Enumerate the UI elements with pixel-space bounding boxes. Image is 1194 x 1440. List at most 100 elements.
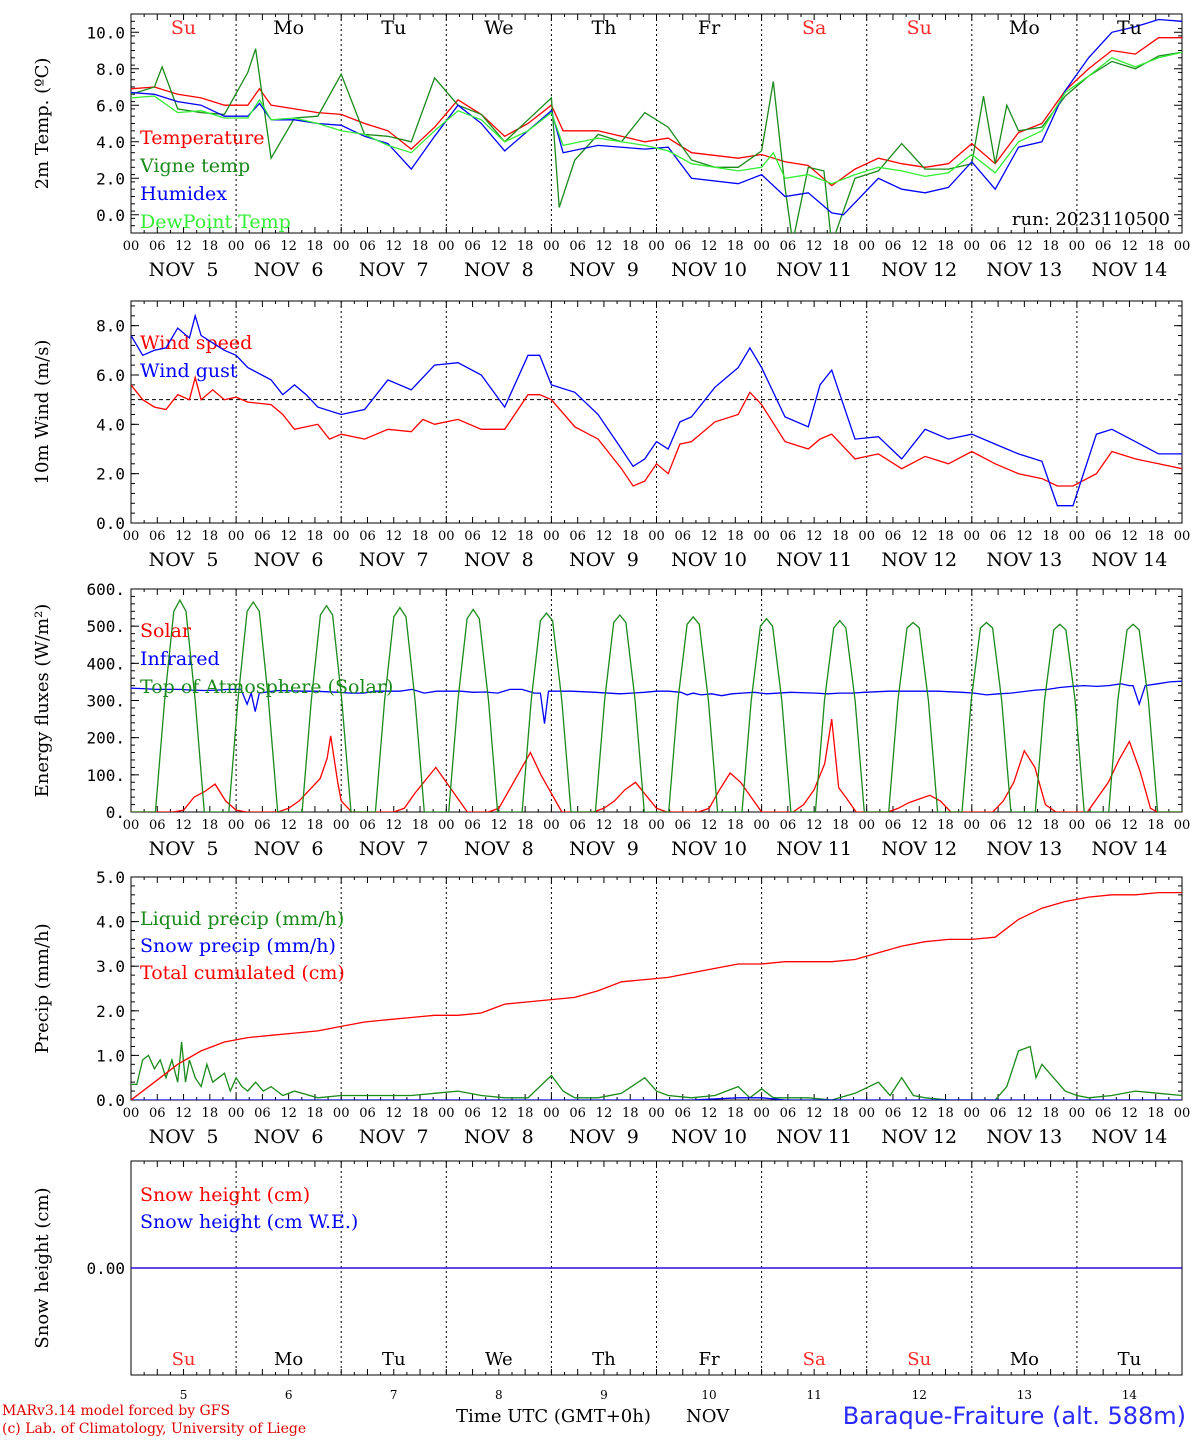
hour-tick-label: 00 xyxy=(1174,818,1191,833)
hour-tick-label: 00 xyxy=(123,529,140,544)
hour-tick-label: 06 xyxy=(1095,818,1112,833)
hour-tick-label: 06 xyxy=(254,1106,271,1121)
hour-tick-label: 18 xyxy=(412,529,429,544)
hour-tick-label: 06 xyxy=(569,818,586,833)
hour-tick-label: 18 xyxy=(307,239,324,254)
hour-tick-label: 00 xyxy=(964,239,981,254)
hour-tick-label: 06 xyxy=(1095,529,1112,544)
hour-tick-label: 18 xyxy=(202,1106,219,1121)
hour-tick-label: 06 xyxy=(464,529,481,544)
date-label: NOV 7 xyxy=(359,259,429,281)
date-label: NOV 13 xyxy=(986,1126,1062,1148)
hour-tick-label: 18 xyxy=(1042,529,1059,544)
series-line-1 xyxy=(131,1041,1182,1100)
hour-tick-label: 18 xyxy=(832,818,849,833)
hour-tick-label: 18 xyxy=(727,818,744,833)
hour-tick-label: 18 xyxy=(307,818,324,833)
hour-tick-label: 00 xyxy=(858,239,875,254)
legend-entry: Wind speed xyxy=(140,332,252,354)
hour-tick-label: 00 xyxy=(333,239,350,254)
series-line-3 xyxy=(131,598,1182,812)
hour-tick-label: 00 xyxy=(964,1106,981,1121)
run-annotation: run: 2023110500 xyxy=(1012,209,1170,230)
date-label: NOV 6 xyxy=(254,549,324,571)
day-number-label: 12 xyxy=(912,1388,927,1402)
day-abbr-label: Su xyxy=(171,17,196,39)
day-abbr-label: Tu xyxy=(1117,17,1142,39)
hour-tick-label: 18 xyxy=(412,239,429,254)
hour-tick-label: 18 xyxy=(937,818,954,833)
hour-tick-label: 00 xyxy=(228,1106,245,1121)
day-abbr-label: Sa xyxy=(803,1349,826,1370)
hour-tick-label: 00 xyxy=(753,1106,770,1121)
date-label: NOV 7 xyxy=(359,838,429,860)
hour-tick-label: 12 xyxy=(280,529,297,544)
y-tick-label: 0. xyxy=(106,803,125,822)
hour-tick-label: 06 xyxy=(359,529,376,544)
y-tick-label: 2.0 xyxy=(96,465,125,484)
date-label: NOV 10 xyxy=(671,838,747,860)
hour-tick-label: 06 xyxy=(780,818,797,833)
hour-tick-label: 06 xyxy=(254,529,271,544)
hour-tick-label: 12 xyxy=(806,239,823,254)
hour-tick-label: 18 xyxy=(622,529,639,544)
date-label: NOV 8 xyxy=(464,1126,534,1148)
hour-tick-label: 06 xyxy=(885,818,902,833)
y-tick-label: 400. xyxy=(86,654,125,673)
hour-tick-label: 00 xyxy=(1174,1106,1191,1121)
hour-tick-label: 00 xyxy=(228,239,245,254)
panel-4: 0.0 1.0 2.0 3.0 4.0 5.0 Precip (mm/h) Liquid pr… xyxy=(32,868,1190,1148)
y-tick-label: 10.0 xyxy=(86,23,125,42)
hour-tick-label: 00 xyxy=(858,529,875,544)
day-number-label: 9 xyxy=(600,1388,608,1402)
legend-entry: Snow precip (mm/h) xyxy=(140,935,336,957)
date-label: NOV 13 xyxy=(986,549,1062,571)
day-abbr-label: Mo xyxy=(1010,1349,1039,1370)
hour-tick-label: 06 xyxy=(675,818,692,833)
panel-1: 0.0 2.0 4.0 6.0 8.0 10.0 2m Temp. (ºC) Temperat… xyxy=(32,13,1190,281)
date-label: NOV 6 xyxy=(254,1126,324,1148)
hour-tick-label: 00 xyxy=(964,529,981,544)
hour-tick-label: 12 xyxy=(1016,1106,1033,1121)
hour-tick-label: 18 xyxy=(1147,529,1164,544)
hour-tick-label: 18 xyxy=(1147,239,1164,254)
hour-tick-label: 18 xyxy=(307,1106,324,1121)
date-label: NOV 5 xyxy=(149,838,219,860)
hour-tick-label: 06 xyxy=(1095,239,1112,254)
hour-tick-label: 00 xyxy=(753,239,770,254)
hour-tick-label: 12 xyxy=(1016,818,1033,833)
hour-tick-label: 06 xyxy=(359,818,376,833)
date-label: NOV 10 xyxy=(671,1126,747,1148)
hour-tick-label: 12 xyxy=(385,1106,402,1121)
station-title: Baraque-Fraiture (alt. 588m) xyxy=(842,1402,1186,1430)
hour-tick-label: 18 xyxy=(937,529,954,544)
hour-tick-label: 00 xyxy=(648,1106,665,1121)
hour-tick-label: 12 xyxy=(911,1106,928,1121)
day-number-label: 11 xyxy=(807,1388,822,1402)
series-line-2 xyxy=(131,680,1182,724)
hour-tick-label: 06 xyxy=(149,529,166,544)
hour-tick-label: 12 xyxy=(385,239,402,254)
hour-tick-label: 12 xyxy=(491,529,508,544)
y-tick-label: 300. xyxy=(86,692,125,711)
hour-tick-label: 18 xyxy=(727,1106,744,1121)
hour-tick-label: 00 xyxy=(543,818,560,833)
hour-tick-label: 12 xyxy=(280,818,297,833)
hour-tick-label: 12 xyxy=(1016,529,1033,544)
hour-tick-label: 18 xyxy=(1042,1106,1059,1121)
date-label: NOV 11 xyxy=(776,549,852,571)
y-tick-label: 2.0 xyxy=(96,1002,125,1021)
hour-tick-label: 18 xyxy=(622,239,639,254)
day-abbr-label: Tu xyxy=(382,1349,406,1370)
hour-tick-label: 18 xyxy=(1042,239,1059,254)
hour-tick-label: 06 xyxy=(359,239,376,254)
series-line-1 xyxy=(131,374,1182,487)
y-tick-label: 0.0 xyxy=(96,1091,125,1110)
hour-tick-label: 06 xyxy=(780,1106,797,1121)
hour-tick-label: 12 xyxy=(175,818,192,833)
hour-tick-label: 00 xyxy=(543,529,560,544)
legend-entry: Top of Atmosphere (Solar) xyxy=(140,676,393,698)
hour-tick-label: 00 xyxy=(438,529,455,544)
day-abbr-label: Mo xyxy=(274,1349,303,1370)
hour-tick-label: 18 xyxy=(832,529,849,544)
